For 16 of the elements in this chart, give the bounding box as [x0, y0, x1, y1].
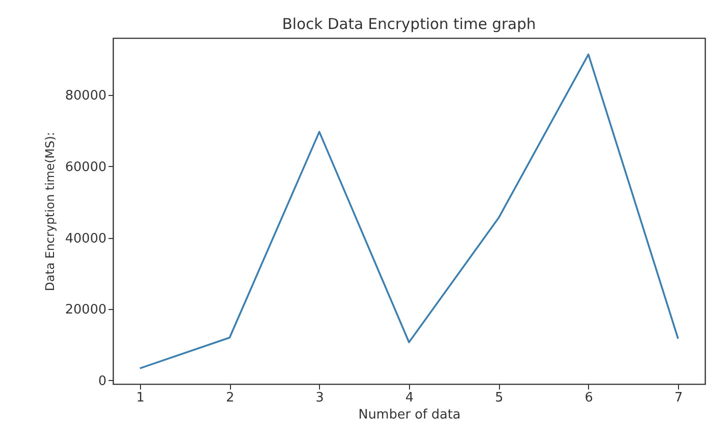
- x-tick-label: 2: [226, 390, 234, 406]
- y-tick-label: 20000: [65, 302, 106, 318]
- x-tick-label: 4: [405, 390, 414, 406]
- x-tick-label: 7: [674, 390, 683, 406]
- x-tick-label: 3: [316, 390, 324, 406]
- y-tick-label: 40000: [65, 231, 106, 246]
- y-tick-label: 60000: [65, 160, 106, 175]
- chart-title: Block Data Encryption time graph: [282, 15, 536, 33]
- y-axis-title: Data Encryption time(MS):: [43, 132, 58, 292]
- x-axis-title: Number of data: [358, 408, 461, 422]
- y-tick-label: 0: [98, 374, 106, 389]
- y-tick-label: 80000: [65, 88, 106, 104]
- line-series: [139, 54, 679, 370]
- x-tick-label: 1: [136, 390, 145, 406]
- x-tick-label: 5: [495, 390, 504, 406]
- x-tick-label: 6: [584, 390, 594, 406]
